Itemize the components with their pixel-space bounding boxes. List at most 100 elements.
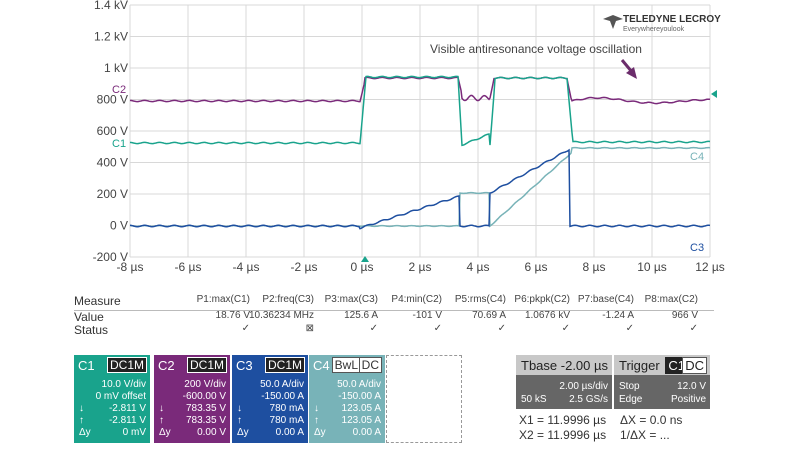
x-axis-labels: -8 µs -6 µs -4 µs -2 µs 0 µs 2 µs 4 µs 6 µs 8 µs…	[117, 260, 725, 274]
param-status: ✓	[497, 323, 506, 334]
channel-c4-header[interactable]: C4 BwL DC	[309, 355, 385, 375]
annotation-arrow	[620, 59, 637, 79]
trigger-header[interactable]: Trigger C1 DC	[614, 355, 710, 375]
param-value: 1.0676 kV	[524, 310, 570, 321]
channel-c2-scale: 200 V/div	[184, 379, 226, 390]
channel-c2-header[interactable]: C2 DC1M	[154, 355, 230, 375]
channel-c4-dy: 0.00 A	[352, 427, 381, 438]
channel-c3-coupling[interactable]: DC1M	[264, 357, 305, 373]
trigger-type: Edge	[619, 394, 643, 405]
y-tick-label: 600 V	[97, 124, 128, 138]
trigger-time-marker[interactable]	[361, 256, 369, 262]
channel-c3-name: C3	[236, 358, 253, 373]
param-value: 10.36234 MHz	[248, 310, 314, 321]
channel-c2-down: 783.35 V	[185, 403, 226, 414]
trigger-level: 12.0 V	[677, 381, 706, 392]
trace-label-c2: C2	[112, 84, 126, 96]
param-name[interactable]: P2:freq(C3)	[262, 294, 314, 305]
brand-name: TELEDYNE LECROY	[623, 14, 721, 25]
x-tick-label: 8 µs	[583, 260, 606, 274]
timebase-header[interactable]: Tbase -2.00 µs	[516, 355, 612, 375]
channel-c4-bwl[interactable]: BwL	[331, 357, 361, 373]
empty-descriptor-slot[interactable]	[386, 355, 462, 443]
param-status: ⊠	[305, 323, 314, 334]
param-value: -101 V	[412, 310, 442, 321]
trigger-coupling[interactable]: DC	[682, 357, 707, 374]
param-value: 125.6 A	[344, 310, 378, 321]
cursor-up-icon: ↑	[79, 415, 84, 426]
cursor-down-icon: ↓	[79, 403, 84, 414]
cursor-up-icon: ↑	[159, 415, 164, 426]
teledyne-logo-icon	[603, 15, 623, 29]
param-status: ✓	[241, 323, 250, 334]
timebase-rate: 2.5 GS/s	[569, 394, 608, 405]
channel-c2-descriptor[interactable]: C2 DC1M 200 V/div -600.00 V ↓ 783.35 V ↑ 7…	[154, 355, 230, 443]
trace-label-c1: C1	[112, 138, 126, 150]
trace-label-c3: C3	[690, 242, 704, 254]
cursor-inv-dx-readout: 1/ΔX = ...	[620, 428, 670, 442]
channel-c3-scale: 50.0 A/div	[260, 379, 304, 390]
cursor-down-icon: ↓	[237, 403, 242, 414]
channel-c1-descriptor[interactable]: C1 DC1M 10.0 V/div 0 mV offset ↓ -2.811 V…	[74, 355, 150, 443]
channel-c3-offset: -150.00 A	[261, 391, 304, 402]
brand-tagline: Everywhereyoulook	[623, 26, 685, 33]
scope-display[interactable]: 1.4 kV 1.2 kV 1 kV 800 V 600 V 400 V 200 V 0 V -…	[0, 0, 800, 290]
channel-c4-offset: -150.00 A	[338, 391, 381, 402]
y-tick-label: 800 V	[97, 93, 128, 107]
trace-c1	[129, 75, 711, 147]
graticule	[129, 4, 711, 258]
delta-y-label: Δy	[159, 427, 171, 438]
cursor-up-icon: ↑	[237, 415, 242, 426]
y-tick-label: 200 V	[97, 187, 128, 201]
channel-c4-scale: 50.0 A/div	[337, 379, 381, 390]
param-status: ✓	[433, 323, 442, 334]
waveform-traces	[129, 75, 711, 230]
annotation-text: Visible antiresonance voltage oscillatio…	[430, 42, 642, 56]
x-tick-label: 0 µs	[351, 260, 374, 274]
param-name[interactable]: P1:max(C1)	[196, 294, 250, 305]
x-tick-label: -8 µs	[117, 260, 144, 274]
timebase-delay: -2.00 µs	[560, 358, 608, 373]
trigger-descriptor[interactable]: Trigger C1 DC Stop 12.0 V Edge Positive	[614, 355, 710, 409]
param-name[interactable]: P5:rms(C4)	[454, 294, 506, 305]
param-name[interactable]: P8:max(C2)	[644, 294, 698, 305]
x-tick-label: -4 µs	[233, 260, 260, 274]
cursor-x2-readout: X2 = 11.9996 µs	[519, 428, 607, 442]
delta-y-label: Δy	[237, 427, 249, 438]
channel-c1-coupling[interactable]: DC1M	[106, 357, 147, 373]
param-name[interactable]: P6:pkpk(C2)	[514, 294, 570, 305]
cursor-dx-readout: ΔX = 0.0 ns	[620, 413, 683, 427]
timebase-per-div: 2.00 µs/div	[559, 381, 608, 392]
x-tick-label: -6 µs	[175, 260, 202, 274]
param-status: ✓	[561, 323, 570, 334]
brand-logo: TELEDYNE LECROY Everywhereyoulook	[603, 14, 721, 33]
cursor-x1-readout: X1 = 11.9996 µs	[519, 413, 607, 427]
channel-c3-header[interactable]: C3 DC1M	[232, 355, 308, 375]
timebase-title: Tbase	[521, 358, 558, 373]
x-tick-label: 12 µs	[695, 260, 725, 274]
y-tick-label: 1.4 kV	[94, 0, 128, 12]
y-tick-label: 400 V	[97, 156, 128, 170]
channel-c1-header[interactable]: C1 DC1M	[74, 355, 150, 375]
channel-c2-coupling[interactable]: DC1M	[186, 357, 227, 373]
channel-c2-dy: 0.00 V	[197, 427, 226, 438]
param-value: 70.69 A	[472, 310, 506, 321]
param-name[interactable]: P3:max(C3)	[324, 294, 378, 305]
param-name[interactable]: P4:min(C2)	[391, 294, 442, 305]
channel-c3-descriptor[interactable]: C3 DC1M 50.0 A/div -150.00 A ↓ 780 mA ↑ 78…	[232, 355, 308, 443]
channel-c1-name: C1	[78, 358, 95, 373]
measure-header-row: Measure	[74, 294, 714, 308]
trigger-level-marker[interactable]	[711, 90, 717, 98]
param-status: ✓	[625, 323, 634, 334]
cursor-down-icon: ↓	[159, 403, 164, 414]
timebase-descriptor[interactable]: Tbase -2.00 µs 2.00 µs/div 50 kS 2.5 GS/…	[516, 355, 612, 409]
param-name[interactable]: P7:base(C4)	[577, 294, 634, 305]
channel-c4-coupling[interactable]: DC	[358, 357, 382, 373]
channel-c4-descriptor[interactable]: C4 BwL DC 50.0 A/div -150.00 A ↓ 123.05 A…	[309, 355, 385, 443]
x-tick-label: 2 µs	[409, 260, 432, 274]
y-tick-label: 0 V	[110, 219, 128, 233]
y-tick-label: -200 V	[93, 250, 128, 264]
measure-value-row: Value	[74, 310, 714, 324]
channel-c1-up: -2.811 V	[108, 415, 146, 426]
y-axis-labels: 1.4 kV 1.2 kV 1 kV 800 V 600 V 400 V 200 V 0 V -…	[93, 0, 128, 264]
